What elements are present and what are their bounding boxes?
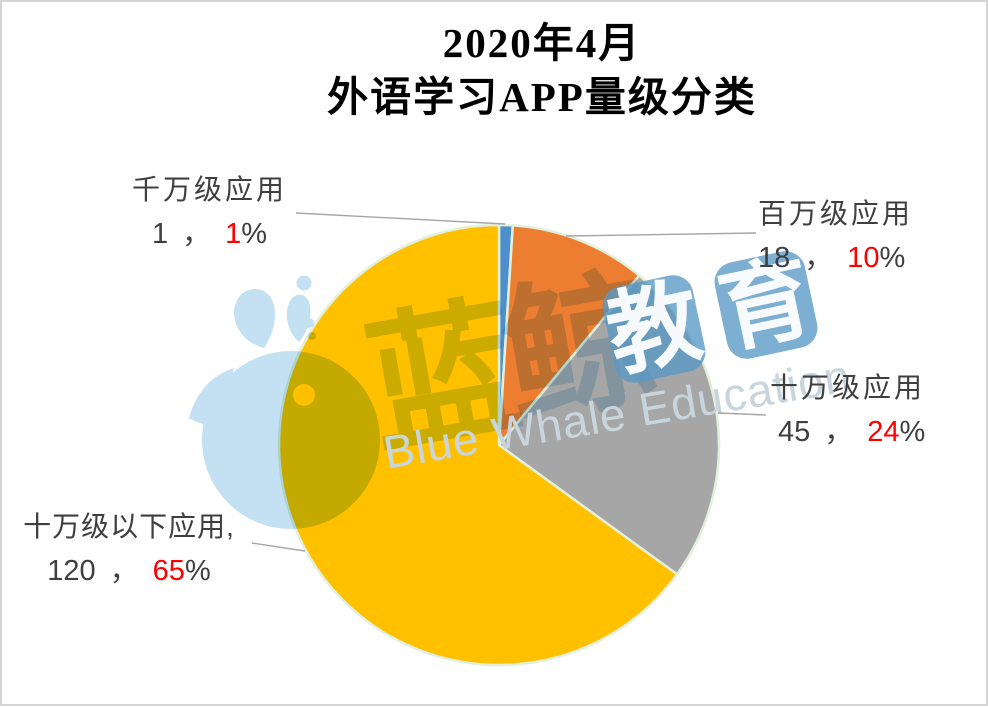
whale-eye [293,384,315,406]
callout-hundred-thousand: 十万级应用 45 ， 24% [770,366,986,454]
callout-ten-million: 千万级应用 1 ， 1% [102,168,317,256]
leader-line-below-hundred-thousand [251,542,306,552]
comma: ， [182,218,212,250]
callout-below-hundred-thousand: 十万级以下应用, 120 ， 65% [4,505,254,593]
pie-slice-1 [497,224,641,447]
chart-title: 2020年4月 外语学习APP量级分类 [97,16,986,124]
slice-values-hundred-thousand: 45 ， 24% [770,410,986,454]
percent-sign: % [184,555,211,587]
slice-label-hundred-thousand: 十万级应用 [770,372,926,403]
chart-title-line1: 2020年4月 [442,20,642,66]
comma: ， [824,416,854,448]
slice-percent: 65 [152,555,185,587]
leader-line-million [565,232,757,237]
whale-watermark-icon [189,275,380,529]
slice-values-below-hundred-thousand: 120 ， 65% [4,549,254,593]
slice-values-million: 18 ， 10% [758,236,986,280]
leader-line-hundred-thousand [717,412,767,416]
slice-count: 45 [778,416,811,448]
chart-title-line2: 外语学习APP量级分类 [327,74,757,120]
percent-sign: % [241,218,268,250]
comma: ， [804,242,834,274]
comma: ， [109,555,139,587]
pie-slice-3 [277,223,679,667]
slice-label-below-hundred-thousand: 十万级以下应用, [23,511,235,542]
slice-percent: 24 [867,416,900,448]
percent-sign: % [899,416,926,448]
slice-percent: 10 [847,242,880,274]
slice-values-ten-million: 1 ， 1% [102,212,317,256]
slice-label-million: 百万级应用 [758,198,914,229]
slice-percent: 1 [225,218,242,250]
slice-count: 120 [47,555,96,587]
slice-label-ten-million: 千万级应用 [131,174,287,205]
slice-count: 18 [758,242,791,274]
slice-count: 1 [151,218,169,250]
callout-million: 百万级应用 18 ， 10% [758,192,986,280]
percent-sign: % [879,242,906,274]
leader-line-ten-million [295,212,506,225]
